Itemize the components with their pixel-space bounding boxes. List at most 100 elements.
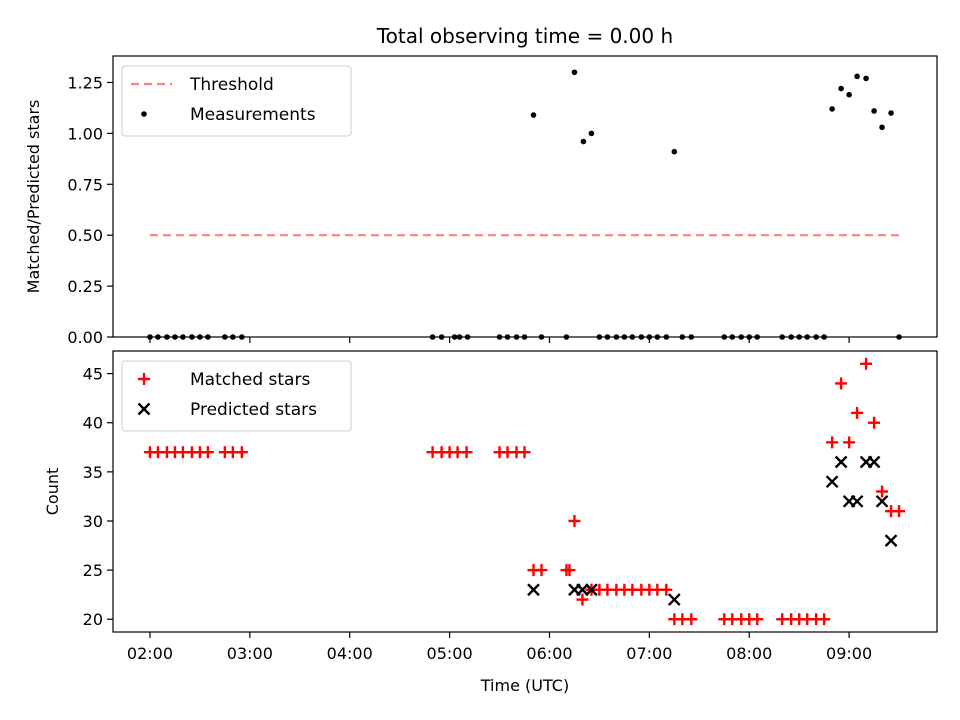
measurement-point — [629, 334, 636, 340]
predicted-star-point — [850, 494, 864, 508]
measurement-point — [638, 334, 645, 340]
x-tick-label: 04:00 — [327, 644, 373, 663]
measurement-point — [604, 334, 611, 340]
x-tick-label: 07:00 — [626, 644, 672, 663]
x-tick-label: 03:00 — [227, 644, 273, 663]
measurement-point — [838, 85, 844, 92]
measurement-point — [563, 334, 570, 340]
x-stroke-b — [867, 455, 881, 469]
matched-star-point — [235, 446, 248, 459]
x-tick-label: 08:00 — [726, 644, 772, 663]
predicted-star-point — [875, 494, 889, 508]
matched-star-point — [843, 436, 856, 449]
legend-label: Measurements — [190, 105, 316, 125]
y-tick-label: 1.00 — [67, 124, 103, 143]
y-axis-label: Count — [43, 468, 62, 516]
matched-star-point — [876, 485, 889, 498]
measurement-point — [438, 334, 445, 340]
y-tick-label: 45 — [83, 365, 103, 384]
matched-star-point — [518, 446, 531, 459]
y-tick-label: 0.75 — [67, 175, 103, 194]
measurement-point — [155, 334, 161, 340]
predicted-star-point — [527, 583, 540, 597]
matched-star-point — [576, 593, 589, 606]
legend-measurement-swatch — [141, 111, 147, 117]
measurement-point — [846, 91, 852, 98]
measurement-point — [671, 148, 678, 155]
measurement-point — [746, 334, 753, 340]
x-stroke-b — [667, 593, 681, 606]
measurement-point — [888, 110, 894, 116]
measurement-point — [147, 334, 153, 340]
measurement-point — [663, 334, 670, 340]
measurement-point — [621, 334, 628, 340]
y-tick-label: 0.50 — [67, 226, 103, 245]
legend-label: Matched stars — [190, 370, 310, 390]
matched-star-point — [835, 377, 848, 390]
measurement-point — [451, 334, 458, 340]
measurement-point — [496, 334, 503, 340]
measurement-point — [222, 334, 228, 340]
measurement-point — [456, 334, 463, 340]
predicted-star-point — [585, 583, 598, 597]
measurement-point — [679, 334, 686, 340]
measurement-point — [813, 334, 819, 340]
measurement-point — [189, 334, 195, 340]
matched-star-point — [660, 583, 673, 596]
measurement-point — [164, 334, 170, 340]
predicted-star-point — [867, 455, 881, 469]
measurement-point — [796, 334, 802, 340]
legend-box — [121, 65, 352, 137]
measurement-point — [721, 334, 728, 340]
measurement-point — [596, 334, 603, 340]
measurement-point — [738, 334, 745, 340]
measurement-point — [871, 108, 877, 114]
x-tick-label: 02:00 — [127, 644, 173, 663]
chart-title: Total observing time = 0.00 h — [376, 24, 673, 48]
matched-star-point — [563, 564, 576, 577]
measurement-point — [429, 334, 436, 340]
measurement-point — [754, 334, 761, 340]
measurement-point — [654, 334, 661, 340]
measurement-point — [538, 334, 545, 340]
measurement-point — [788, 334, 794, 340]
x-stroke-b — [527, 583, 540, 597]
measurement-point — [464, 334, 471, 340]
measurement-point — [180, 334, 186, 340]
y-tick-label: 20 — [83, 610, 103, 629]
measurement-point — [854, 73, 860, 80]
y-tick-label: 40 — [83, 414, 103, 433]
y-tick-label: 0.25 — [67, 277, 103, 296]
measurement-point — [863, 75, 869, 82]
panel-ratio: 0.00 0.25 0.50 0.75 1.00 1.25 Matched/Predicte… — [24, 24, 938, 347]
x-stroke-b — [850, 494, 864, 508]
measurement-point — [197, 334, 203, 340]
measurement-point — [513, 334, 520, 340]
measurement-point — [239, 334, 245, 340]
y-tick-label: 0.00 — [67, 328, 103, 347]
predicted-star-point — [834, 455, 848, 469]
measurement-point — [230, 334, 236, 340]
matched-star-point — [460, 446, 473, 459]
legend-label: Predicted stars — [190, 400, 317, 420]
measurement-point — [646, 334, 653, 340]
x-stroke-b — [825, 475, 839, 489]
measurement-point — [729, 334, 736, 340]
matched-star-point — [860, 357, 873, 370]
measurement-point — [530, 112, 537, 118]
legend: Threshold Measurements — [121, 65, 352, 137]
y-tick-label: 25 — [83, 561, 103, 580]
measurement-point — [896, 334, 902, 340]
axes-frame — [112, 350, 938, 633]
measurement-point — [804, 334, 810, 340]
matched-star-point — [851, 406, 864, 419]
measurement-point — [613, 334, 620, 340]
y-tick-label: 30 — [83, 512, 103, 531]
matched-star-point — [868, 416, 881, 429]
predicted-star-point — [667, 593, 681, 606]
legend-box — [121, 360, 352, 432]
measurement-point — [205, 334, 211, 340]
legend-label: Threshold — [189, 75, 274, 95]
matched-star-point — [685, 613, 698, 626]
